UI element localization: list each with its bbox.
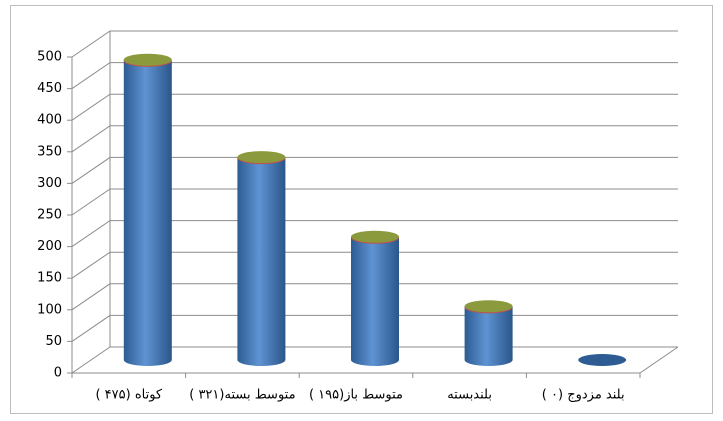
y-tick-label: 450: [37, 81, 62, 96]
y-tick-label: 300: [37, 176, 62, 191]
y-tick-label: 500: [37, 50, 62, 65]
y-tick-label: 200: [37, 239, 62, 254]
grid-line: [71, 283, 678, 311]
bar-top: [237, 151, 286, 164]
grid-line: [71, 188, 678, 216]
y-tick-label: 400: [37, 113, 62, 128]
bar-top: [351, 230, 399, 243]
x-tick-label: بلندبسته: [447, 388, 492, 403]
y-tick-label: 350: [37, 144, 62, 159]
bar-top: [464, 300, 513, 313]
y-tick-label: 50: [45, 334, 62, 349]
x-tick-label: متوسط باز(۱۹۵ ): [309, 388, 403, 403]
y-tick-label: 0: [54, 366, 62, 381]
x-tick-label: متوسط بسته(۳۲۱ ): [189, 388, 295, 403]
bar-top: [123, 53, 172, 66]
x-tick-label: کوتاه (۴۷۵ ): [95, 388, 162, 403]
y-tick-label: 250: [37, 208, 62, 223]
grid-line: [71, 156, 678, 184]
bar: [123, 59, 172, 367]
grid-line: [71, 251, 678, 279]
grid-line: [71, 93, 678, 121]
grid-line: [71, 30, 678, 58]
grid-line: [71, 125, 678, 153]
chart-border: [10, 5, 713, 414]
grid-line: [71, 220, 678, 248]
y-tick-label: 150: [37, 271, 62, 286]
bar: [351, 236, 399, 366]
bar: [578, 354, 627, 366]
grid-line: [71, 62, 678, 90]
x-tick-label: بلند مزدوج (۰ ): [542, 388, 625, 403]
bar: [237, 157, 286, 366]
bar: [464, 306, 513, 366]
y-tick-label: 100: [37, 302, 62, 317]
